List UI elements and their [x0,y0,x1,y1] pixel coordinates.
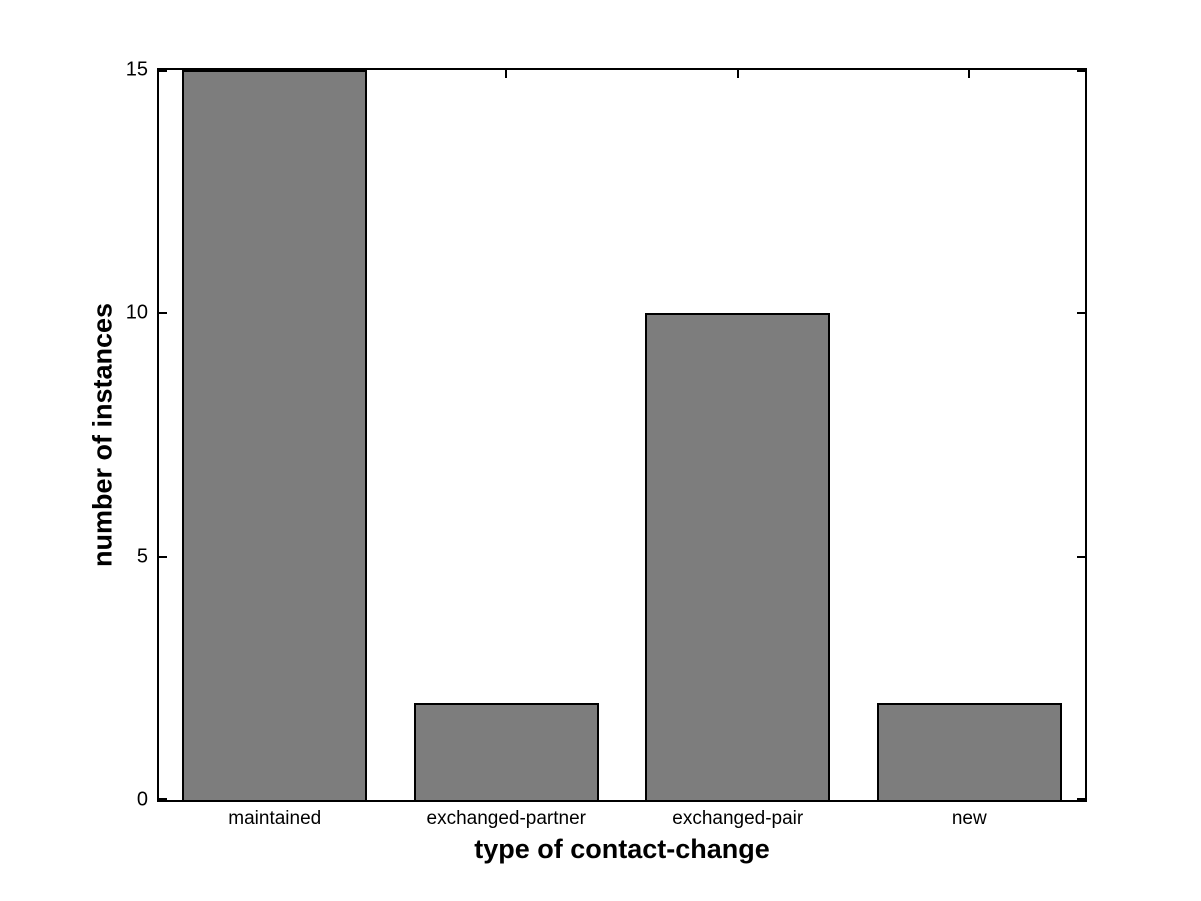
x-axis-title: type of contact-change [474,834,770,864]
bar-new [877,703,1062,800]
y-axis-tick-left [159,70,167,72]
y-axis-tick-left [159,798,167,800]
x-axis-category-label: exchanged-pair [672,808,804,829]
y-axis-tick-right [1077,556,1085,558]
y-axis-tick-right [1077,312,1085,314]
y-axis-tick-left [159,556,167,558]
x-axis-tick-top [737,70,739,78]
y-axis-tick-right [1077,798,1085,800]
x-axis-tick-top [505,70,507,78]
y-axis-title: number of instances [87,302,118,568]
plot-area [157,68,1087,802]
y-axis-tick-label: 0 [136,788,148,811]
y-axis-tick-label: 5 [136,545,148,568]
y-axis-tick-label: 10 [125,301,148,324]
y-axis-tick-label: 15 [125,58,148,81]
x-axis-tick-top [968,70,970,78]
bar-exchanged-pair [645,313,830,800]
x-axis-category-label: exchanged-partner [426,808,587,829]
x-axis-category-label: new [951,808,987,829]
y-axis-tick-left [159,312,167,314]
x-axis-category-label: maintained [228,808,322,829]
bar-maintained [182,70,367,800]
bar-exchanged-partner [414,703,599,800]
y-axis-tick-right [1077,70,1085,72]
